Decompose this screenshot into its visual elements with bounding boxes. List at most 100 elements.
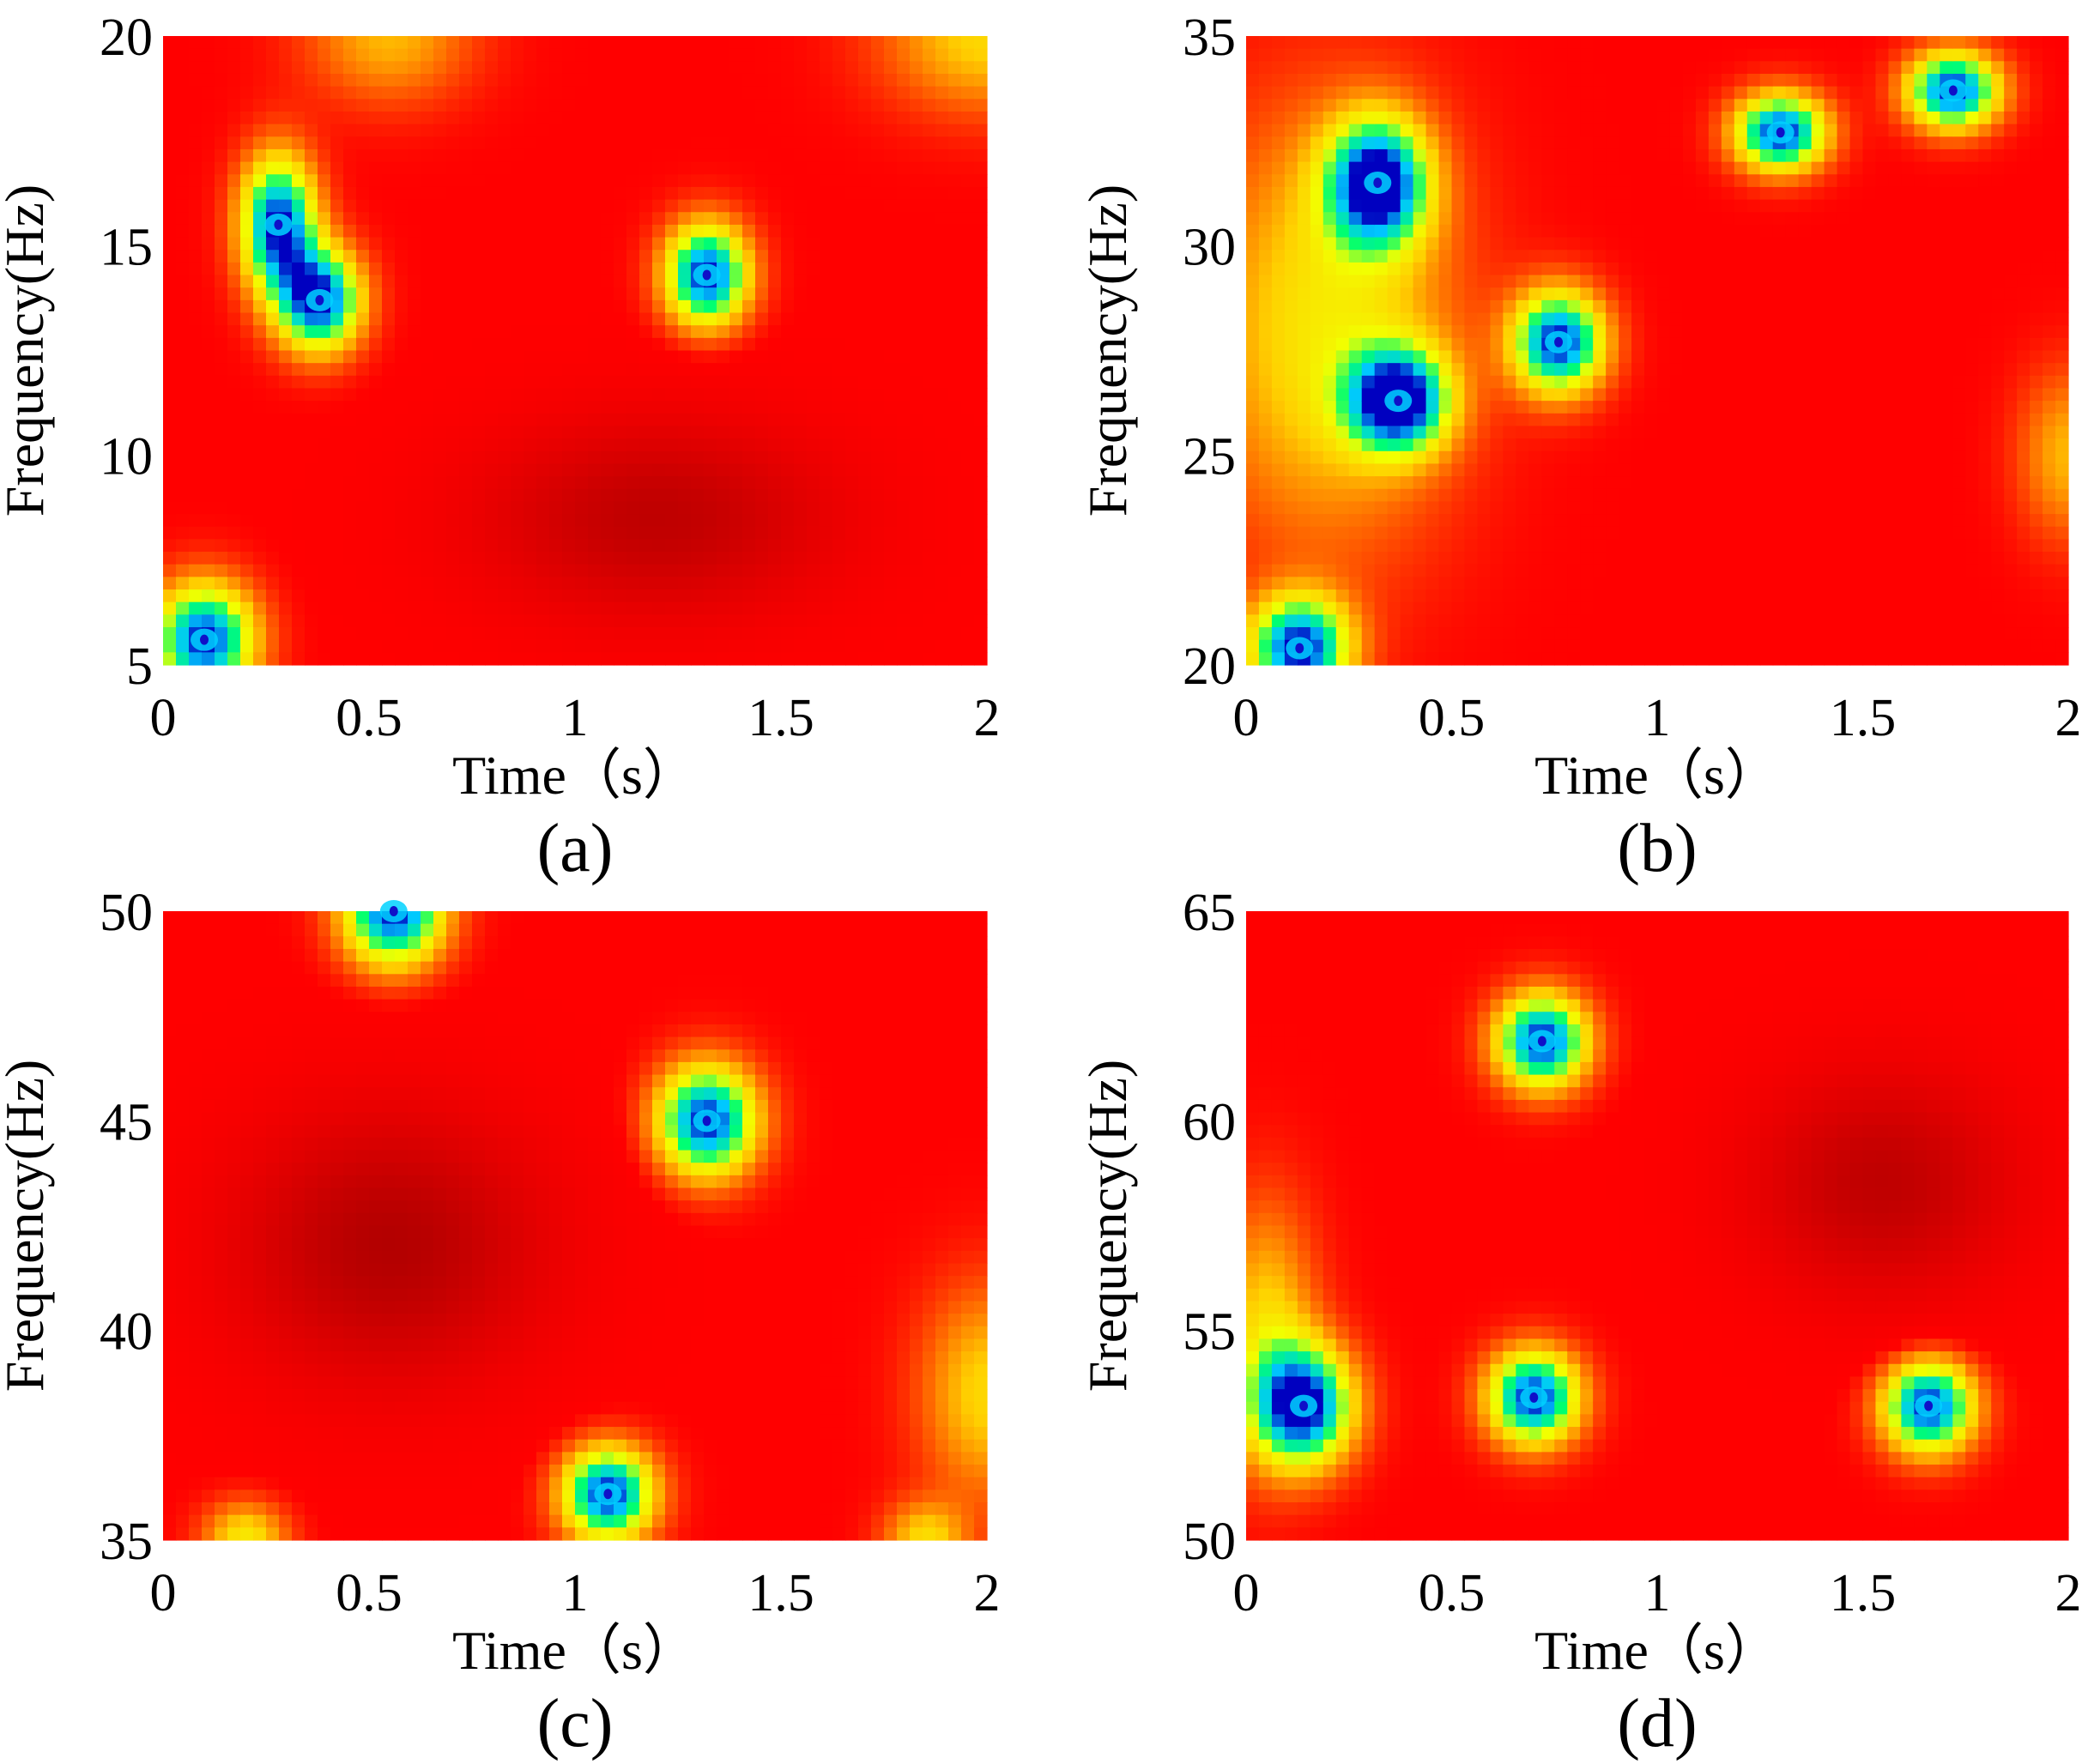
heatmap-cell	[240, 501, 254, 515]
heatmap-cell	[755, 652, 769, 666]
heatmap-cell	[1387, 514, 1401, 528]
heatmap-cell	[408, 514, 421, 528]
heatmap-cell	[163, 426, 177, 439]
heatmap-cell	[433, 224, 447, 239]
heatmap-cell	[1682, 589, 1697, 603]
heatmap-cell	[910, 299, 923, 314]
heatmap-cell	[562, 124, 576, 137]
heatmap-cell	[717, 186, 730, 201]
heatmap-cell	[961, 299, 975, 314]
heatmap-cell	[961, 174, 975, 188]
heatmap-cell	[421, 199, 434, 213]
heatmap-cell	[176, 614, 190, 628]
heatmap-cell	[742, 337, 756, 352]
heatmap-cell	[1374, 61, 1389, 75]
heatmap-cell	[1361, 136, 1376, 150]
heatmap-cell	[884, 161, 898, 175]
heatmap-cell	[935, 450, 949, 465]
heatmap-cell	[935, 363, 949, 377]
heatmap-cell	[768, 48, 782, 62]
heatmap-cell	[948, 124, 962, 137]
heatmap-cell	[472, 401, 486, 414]
heatmap-cell	[472, 463, 486, 477]
heatmap-cell	[498, 413, 511, 427]
heatmap-cell	[742, 589, 756, 603]
heatmap-cell	[562, 174, 576, 188]
heatmap-cell	[176, 438, 190, 452]
heatmap-cell	[215, 61, 228, 75]
heatmap-cell	[1438, 148, 1453, 163]
heatmap-cell	[1657, 652, 1671, 666]
heatmap-cell	[1322, 401, 1337, 414]
heatmap-cell	[215, 36, 228, 50]
heatmap-cell	[1322, 237, 1337, 251]
heatmap-cell	[845, 526, 859, 540]
heatmap-cell	[1438, 426, 1453, 439]
heatmap-cell	[562, 350, 576, 364]
heatmap-cell	[356, 350, 370, 364]
heatmap-cell	[1631, 426, 1645, 439]
heatmap-cell	[884, 614, 898, 628]
heatmap-cell	[1619, 552, 1632, 565]
heatmap-cell	[1464, 136, 1479, 150]
heatmap-cell	[1284, 312, 1298, 326]
heatmap-cell	[215, 174, 228, 188]
heatmap-cell	[1644, 36, 1658, 50]
heatmap-cell	[717, 111, 730, 125]
y-tick-label: 15	[100, 218, 153, 276]
heatmap-cell	[1669, 262, 1684, 276]
heatmap-cell	[266, 111, 280, 125]
heatmap-cell	[1361, 262, 1376, 276]
heatmap-cell	[858, 652, 872, 666]
heatmap-cell	[292, 601, 306, 615]
heatmap-cell	[1348, 639, 1363, 653]
heatmap-cell	[1438, 552, 1453, 565]
heatmap-cell	[717, 413, 730, 427]
heatmap-cell	[1516, 99, 1529, 112]
heatmap-cell	[459, 124, 473, 137]
heatmap-cell	[421, 73, 434, 88]
heatmap-cell	[729, 136, 743, 150]
heatmap-cell	[1593, 237, 1607, 251]
heatmap-cell	[858, 375, 872, 390]
heatmap-cell	[1284, 174, 1298, 188]
heatmap-cell	[820, 388, 833, 402]
heatmap-cell	[1284, 450, 1298, 465]
heatmap-cell	[498, 287, 511, 301]
heatmap-cell	[1322, 577, 1337, 590]
heatmap-cell	[279, 413, 293, 427]
heatmap-cell	[884, 287, 898, 301]
heatmap-cell	[382, 262, 396, 276]
heatmap-cell	[755, 136, 769, 150]
heatmap-cell	[1322, 438, 1337, 452]
heatmap-cell	[626, 488, 640, 503]
heatmap-cell	[807, 501, 820, 515]
heatmap-cell	[1567, 652, 1581, 666]
heatmap-cell	[807, 212, 820, 226]
heatmap-cell	[1425, 148, 1440, 163]
heatmap-cell	[253, 287, 267, 301]
heatmap-cell	[588, 413, 602, 427]
heatmap-cell	[1580, 564, 1594, 577]
heatmap-cell	[382, 463, 396, 477]
heatmap-cell	[472, 148, 486, 163]
heatmap-cell	[421, 99, 434, 112]
heatmap-cell	[433, 564, 447, 577]
heatmap-cell	[1284, 86, 1298, 100]
heatmap-cell	[330, 463, 344, 477]
heatmap-cell	[755, 350, 769, 364]
heatmap-cell	[421, 186, 434, 201]
heatmap-cell	[974, 526, 988, 540]
heatmap-cell	[1374, 438, 1389, 452]
heatmap-cell	[292, 262, 306, 276]
heatmap-cell	[369, 61, 383, 75]
heatmap-cell	[820, 488, 833, 503]
heatmap-cell	[305, 413, 318, 427]
heatmap-cell	[1361, 539, 1376, 553]
heatmap-cell	[253, 111, 267, 125]
heatmap-cell	[948, 577, 962, 590]
heatmap-cell	[433, 652, 447, 666]
heatmap-cell	[794, 287, 808, 301]
heatmap-cell	[1567, 36, 1581, 50]
heatmap-cell	[691, 86, 705, 100]
